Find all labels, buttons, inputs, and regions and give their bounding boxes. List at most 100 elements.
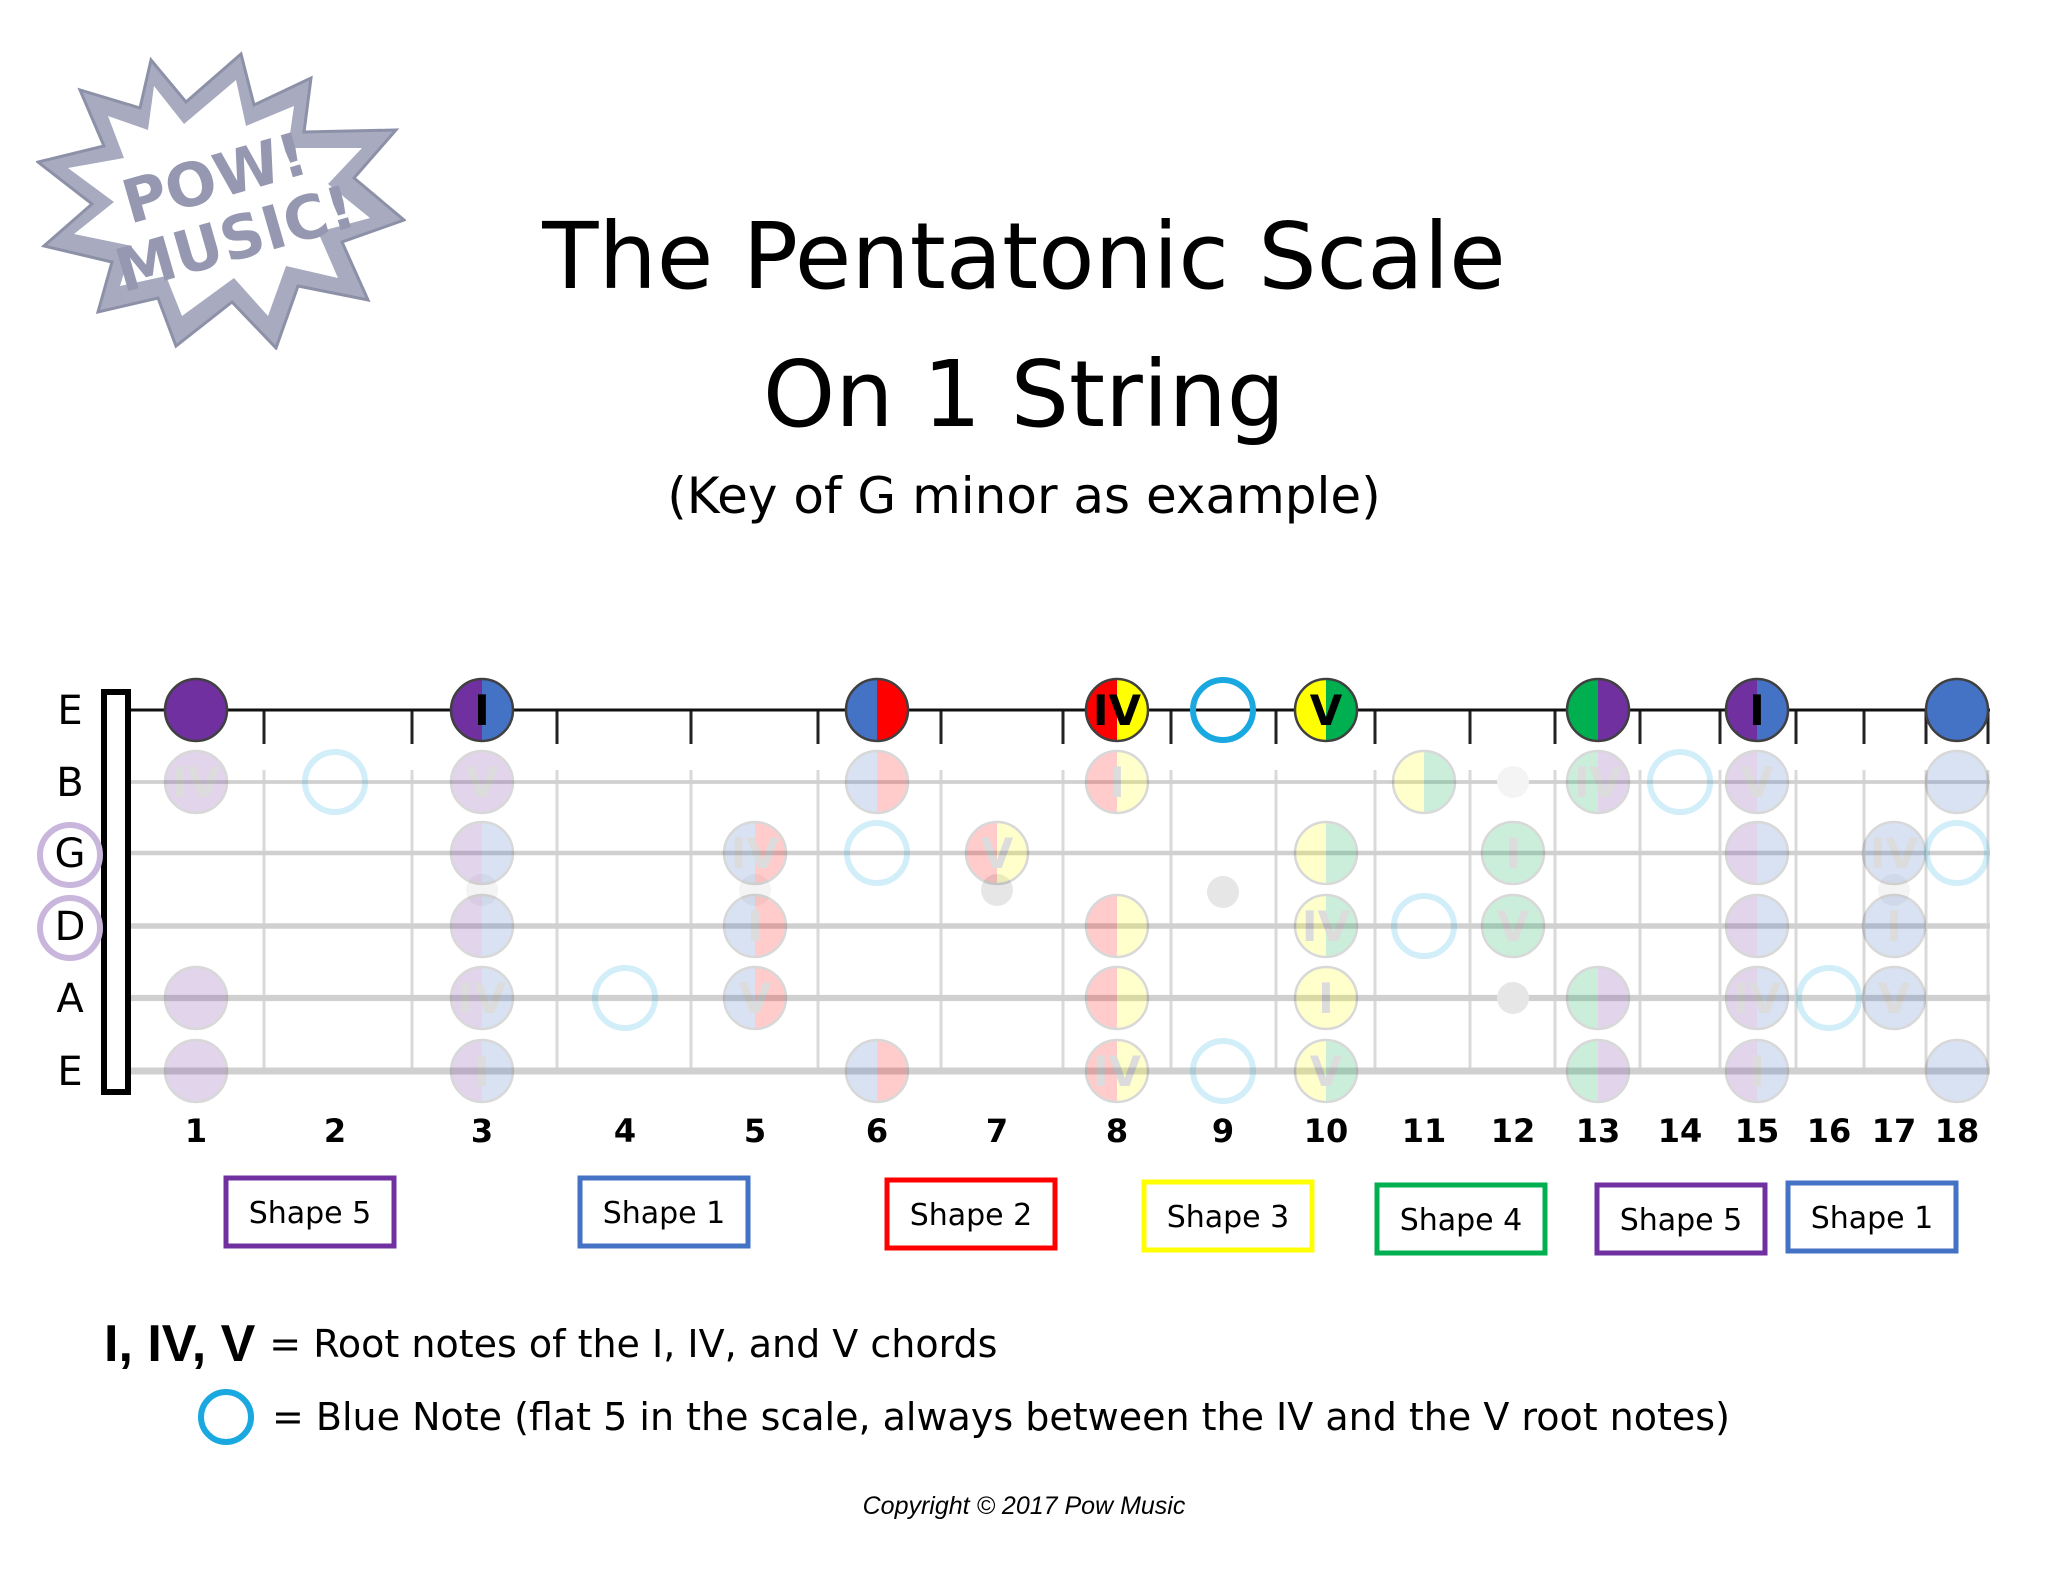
note-left-half (165, 679, 196, 741)
note-label: V (1310, 1047, 1343, 1096)
note-outline (1480, 893, 1546, 959)
scale-note: IV (1084, 1038, 1150, 1104)
scale-note (163, 965, 229, 1031)
note-right-half (1598, 679, 1629, 741)
scale-note: V (1293, 677, 1359, 743)
blue-note-ring (1924, 820, 1990, 886)
blue-note-circle (302, 749, 368, 815)
shape-box-border (223, 1175, 397, 1249)
note-right-half (482, 895, 513, 957)
note-left-half (1086, 895, 1117, 957)
note-left-half (1393, 751, 1424, 813)
fret-number: 9 (1212, 1112, 1234, 1150)
scale-note (1084, 965, 1150, 1031)
note-outline (1565, 965, 1631, 1031)
string-label: D (55, 904, 86, 950)
note-outline (844, 1038, 910, 1104)
scale-note (1924, 677, 1990, 743)
fret-number: 17 (1872, 1112, 1917, 1150)
note-left-half (846, 1040, 877, 1102)
blue-note-circle (592, 965, 658, 1031)
note-left-half (1926, 751, 1957, 813)
shape-box-border (1374, 1182, 1548, 1256)
blue-note-ring-icon (198, 1389, 254, 1445)
page-title: The Pentatonic Scale (542, 203, 1506, 310)
note-right-half (877, 679, 908, 741)
note-label: I (1109, 758, 1125, 807)
note-left-half (1567, 679, 1598, 741)
note-label: IV (458, 974, 507, 1023)
blue-note-circle (844, 820, 910, 886)
shape-box-3: Shape 2 (884, 1177, 1058, 1251)
scale-note (844, 749, 910, 815)
note-outline (1565, 677, 1631, 743)
fret-number: 11 (1402, 1112, 1447, 1150)
fret-number: 13 (1576, 1112, 1621, 1150)
shape-box-1: Shape 5 (223, 1175, 397, 1249)
note-outline (163, 1038, 229, 1104)
page-title-line-2: On 1 String (762, 341, 1286, 448)
scale-note (1724, 893, 1790, 959)
note-outline (1724, 965, 1790, 1031)
note-label: IV (731, 829, 780, 878)
scale-note (1391, 749, 1457, 815)
note-outline (1293, 820, 1359, 886)
scale-note: IV (1565, 749, 1631, 815)
note-outline (1861, 965, 1927, 1031)
shape-box-border (577, 1175, 751, 1249)
note-outline (722, 965, 788, 1031)
scale-note (844, 677, 910, 743)
note-right-half (1424, 751, 1455, 813)
scale-note: V (722, 965, 788, 1031)
note-right-half (1757, 822, 1788, 884)
note-right-half (1957, 1040, 1988, 1102)
note-outline (1084, 893, 1150, 959)
note-label: V (1878, 974, 1911, 1023)
shape-box-border (1141, 1179, 1315, 1253)
note-outline (1724, 893, 1790, 959)
string-d-circle-icon (37, 895, 103, 961)
shape-box-label: Shape 3 (1167, 1200, 1290, 1235)
scale-note: I (449, 1038, 515, 1104)
scale-note: V (449, 749, 515, 815)
blue-note-ring (1796, 965, 1862, 1031)
note-label: IV (1870, 829, 1919, 878)
note-right-half (1957, 679, 1988, 741)
note-label: V (1310, 686, 1343, 735)
scale-note: V (1861, 965, 1927, 1031)
note-outline (449, 749, 515, 815)
blue-note-ring (1647, 749, 1713, 815)
note-outline (844, 749, 910, 815)
note-label: IV (1093, 686, 1142, 735)
note-outline (1861, 893, 1927, 959)
note-outline (1293, 965, 1359, 1031)
note-outline (1924, 1038, 1990, 1104)
note-label: I (474, 1047, 490, 1096)
legend-blue-description: = Blue Note (flat 5 in the scale, always… (272, 1395, 1730, 1439)
note-outline (449, 677, 515, 743)
note-outline (1084, 749, 1150, 815)
fret-number: 14 (1658, 1112, 1703, 1150)
note-outline (449, 820, 515, 886)
shape-box-label: Shape 5 (249, 1196, 372, 1231)
note-outline (1565, 749, 1631, 815)
note-outline (449, 965, 515, 1031)
blue-note-circle (1190, 677, 1256, 743)
note-right-half (1117, 895, 1148, 957)
scale-note: V (1293, 1038, 1359, 1104)
note-right-half (1598, 1040, 1629, 1102)
fret-number: 12 (1491, 1112, 1536, 1150)
scale-note (163, 677, 229, 743)
copyright-notice: Copyright © 2017 Pow Music (862, 1492, 1186, 1520)
page-subtitle: (Key of G minor as example) (667, 467, 1381, 525)
scale-note: IV (1861, 820, 1927, 886)
shape-box-border (1594, 1182, 1768, 1256)
note-left-half (165, 1040, 196, 1102)
note-label: V (981, 829, 1014, 878)
fret-number: 5 (744, 1112, 766, 1150)
scale-note (449, 820, 515, 886)
note-right-half (1598, 967, 1629, 1029)
fret-number: 2 (324, 1112, 346, 1150)
fret-number: 18 (1935, 1112, 1980, 1150)
note-label: IV (1302, 902, 1351, 951)
